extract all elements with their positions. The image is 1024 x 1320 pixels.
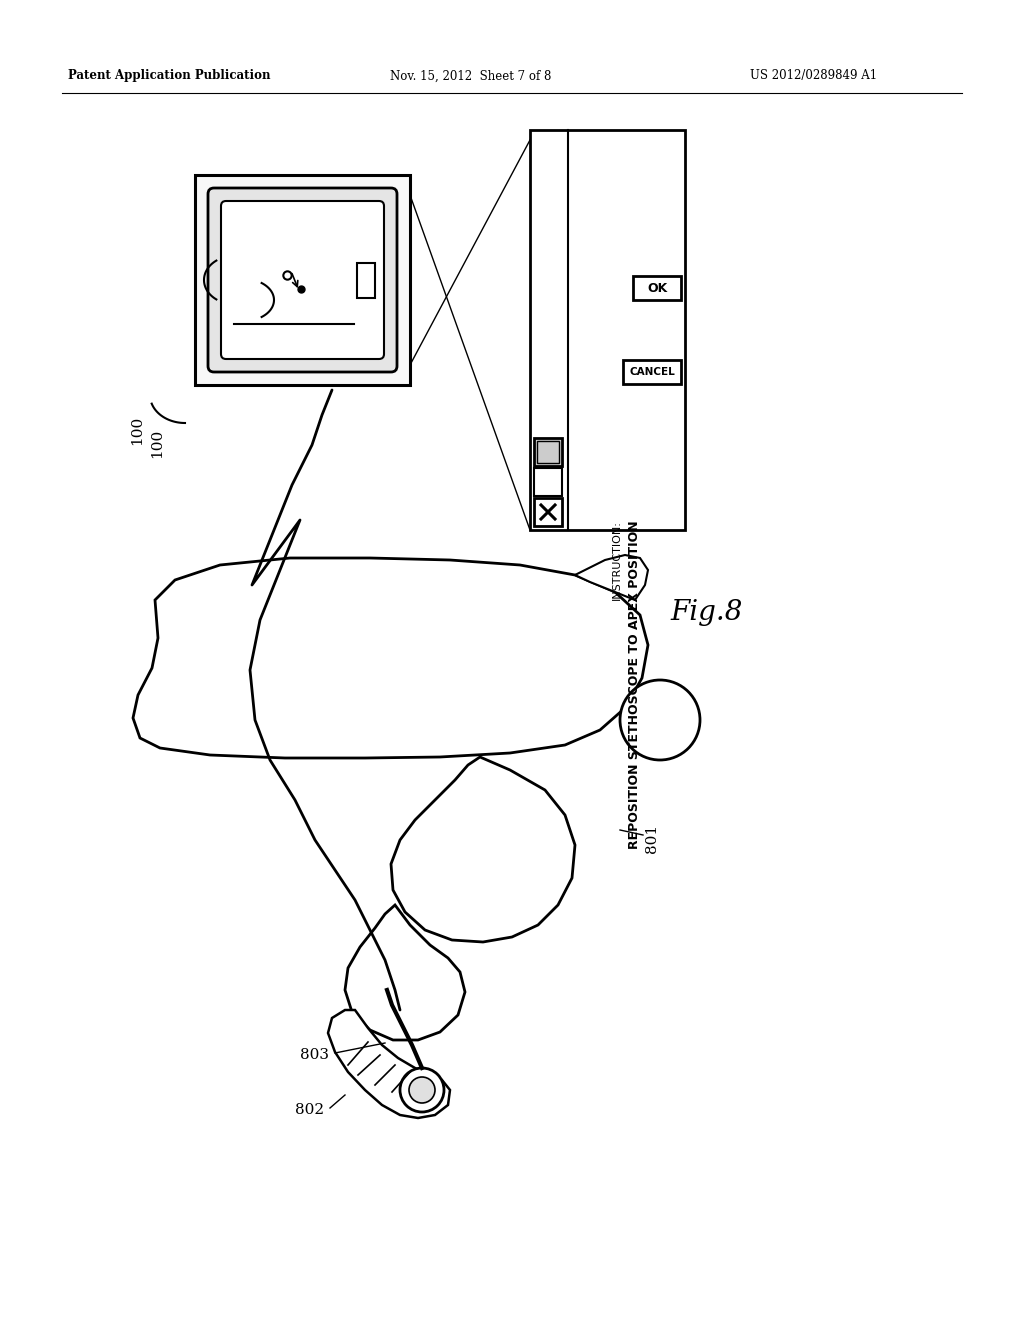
Bar [357, 263, 375, 298]
Circle shape [409, 1077, 435, 1104]
Polygon shape [133, 558, 648, 758]
Polygon shape [575, 554, 648, 601]
Polygon shape [345, 906, 465, 1040]
Text: 100: 100 [130, 416, 144, 445]
Text: US 2012/0289849 A1: US 2012/0289849 A1 [750, 70, 878, 82]
Polygon shape [391, 756, 575, 942]
Bar [537, 441, 559, 463]
Text: INSTRUCTION:: INSTRUCTION: [612, 520, 622, 599]
Text: REPOSITION STETHOSCOPE TO APEX POSITION: REPOSITION STETHOSCOPE TO APEX POSITION [629, 520, 641, 849]
Text: CANCEL: CANCEL [629, 367, 675, 378]
Circle shape [620, 680, 700, 760]
Bar [534, 498, 562, 525]
Text: 801: 801 [645, 824, 659, 853]
Circle shape [400, 1068, 444, 1111]
Text: Nov. 15, 2012  Sheet 7 of 8: Nov. 15, 2012 Sheet 7 of 8 [390, 70, 551, 82]
Text: 100: 100 [150, 429, 164, 458]
Bar [195, 176, 410, 385]
Text: Patent Application Publication: Patent Application Publication [68, 70, 270, 82]
Bar [210, 190, 395, 370]
Text: OK: OK [647, 281, 667, 294]
Text: 802: 802 [295, 1104, 325, 1117]
Text: 803: 803 [300, 1048, 329, 1063]
FancyBboxPatch shape [208, 187, 397, 372]
Bar [623, 360, 681, 384]
Polygon shape [328, 1010, 450, 1118]
Bar [530, 129, 685, 531]
Bar [534, 438, 562, 466]
Bar [534, 469, 562, 496]
Bar [633, 276, 681, 300]
Text: Fig.8: Fig.8 [670, 599, 742, 626]
FancyBboxPatch shape [221, 201, 384, 359]
